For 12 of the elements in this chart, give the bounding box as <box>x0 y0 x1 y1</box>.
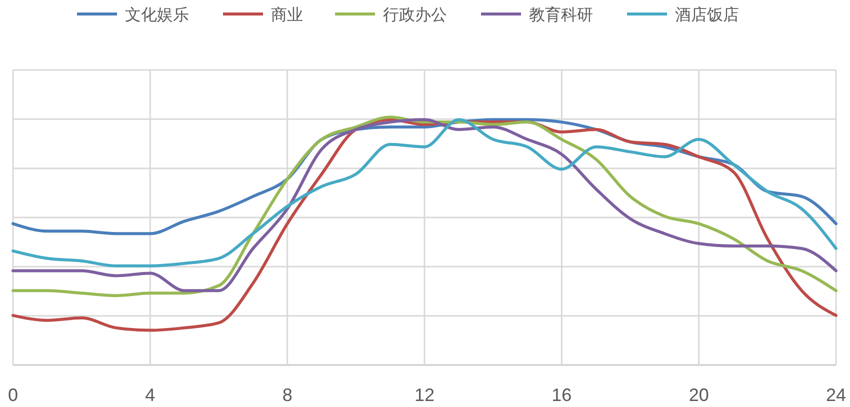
legend-label: 酒店饭店 <box>675 5 739 24</box>
legend-label: 教育科研 <box>529 5 593 24</box>
x-tick-label: 16 <box>552 385 572 405</box>
legend-label: 行政办公 <box>383 5 447 24</box>
x-tick-label: 24 <box>826 385 846 405</box>
legend-label: 商业 <box>271 5 303 24</box>
x-tick-label: 8 <box>282 385 292 405</box>
x-tick-label: 20 <box>688 385 709 405</box>
legend-label: 文化娱乐 <box>125 5 189 24</box>
x-tick-label: 12 <box>414 385 435 405</box>
x-tick-label: 4 <box>145 385 156 405</box>
x-tick-label: 0 <box>8 385 18 405</box>
